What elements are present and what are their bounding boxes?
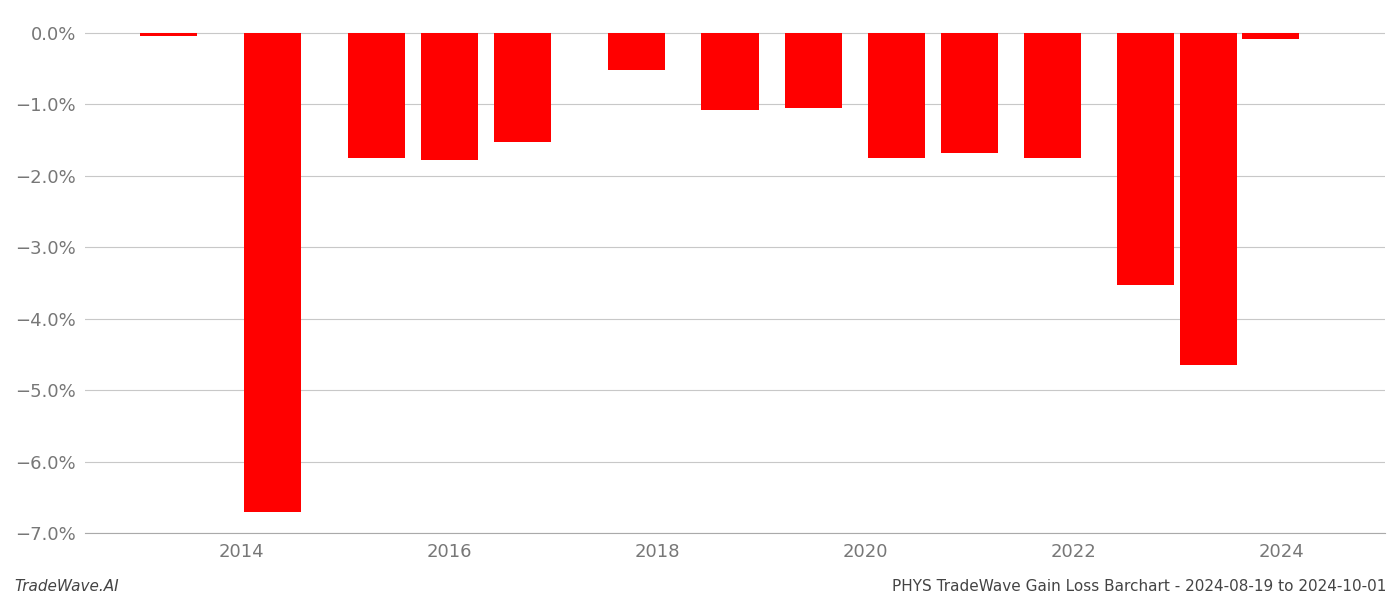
Bar <box>1117 33 1175 284</box>
Bar <box>494 33 550 142</box>
Text: PHYS TradeWave Gain Loss Barchart - 2024-08-19 to 2024-10-01: PHYS TradeWave Gain Loss Barchart - 2024… <box>892 579 1386 594</box>
Bar <box>1180 33 1236 365</box>
Bar <box>608 33 665 70</box>
Bar <box>1023 33 1081 158</box>
Bar <box>349 33 405 158</box>
Bar <box>941 33 998 153</box>
Bar <box>784 33 841 108</box>
Bar <box>1242 33 1299 38</box>
Bar <box>868 33 925 158</box>
Bar <box>701 33 759 110</box>
Bar <box>140 33 197 37</box>
Text: TradeWave.AI: TradeWave.AI <box>14 579 119 594</box>
Bar <box>421 33 477 160</box>
Bar <box>244 33 301 512</box>
